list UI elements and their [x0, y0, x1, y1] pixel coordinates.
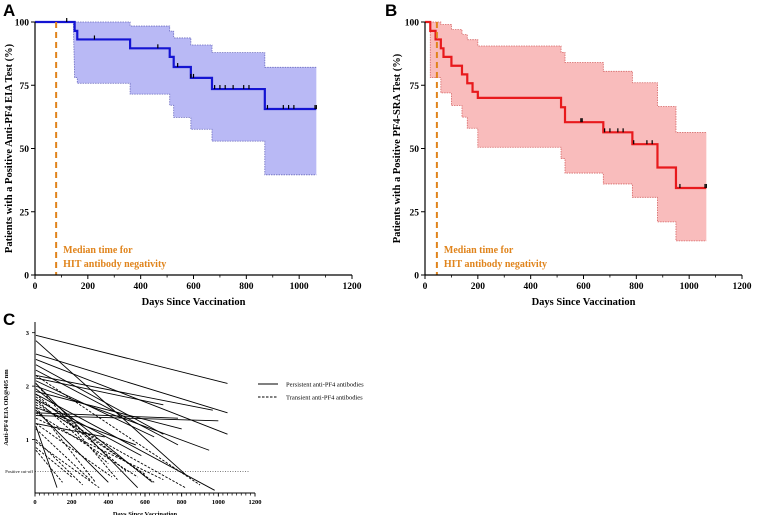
x-tick-label: 0: [33, 499, 36, 506]
persistent-series-line: [35, 374, 213, 411]
persistent-series-line: [35, 364, 164, 435]
x-tick-label: 200: [81, 282, 96, 292]
median-label-line1: Median time for: [63, 245, 133, 256]
panel-c: C Positive cut-off 1 2 3 0 200 400 600 800 1000 12…: [3, 310, 364, 515]
x-tick-label: 400: [103, 499, 113, 506]
panel-b: B Median time for HIT antibody negativity…: [385, 1, 752, 308]
x-tick-label: 1000: [680, 282, 699, 292]
transient-series-line: [35, 401, 146, 475]
persistent-series-line: [35, 358, 228, 435]
y-axis-title: Anti-PF4 EIA OD@405 nm: [3, 369, 10, 446]
median-label-line2: HIT antibody negativity: [444, 259, 547, 270]
ci-upper-line: [35, 21, 317, 68]
x-tick-label: 400: [524, 282, 539, 292]
transient-series-line: [35, 383, 118, 480]
x-tick-label: 1200: [733, 282, 752, 292]
x-tick-label: 1000: [290, 282, 309, 292]
persistent-series-line: [35, 391, 182, 430]
panel-a-letter: A: [3, 1, 15, 20]
ci-band: [35, 22, 317, 175]
x-tick-label: 200: [471, 282, 486, 292]
x-tick-label: 0: [423, 282, 428, 292]
ci-lower-line: [425, 21, 707, 242]
transient-series-line: [35, 447, 72, 478]
transient-series-line: [35, 441, 100, 489]
x-tick-label: 800: [239, 282, 254, 292]
persistent-series-line: [35, 369, 179, 446]
y-tick-label: 25: [410, 208, 420, 218]
persistent-series-line: [35, 377, 164, 406]
cutoff-label: Positive cut-off: [5, 469, 33, 474]
y-tick-label: 75: [20, 82, 30, 92]
y-tick-label: 100: [405, 19, 420, 29]
transient-series-line: [35, 428, 91, 480]
survival-line: [425, 20, 707, 190]
panel-c-letter: C: [3, 310, 15, 329]
x-tick-label: 1200: [343, 282, 362, 292]
x-tick-label: 0: [33, 282, 38, 292]
ci-upper-line: [425, 21, 707, 133]
persistent-series-line: [35, 426, 58, 488]
x-axis-title: Days Since Vaccination: [142, 297, 246, 308]
x-tick-label: 600: [576, 282, 591, 292]
y-tick-label: 0: [24, 272, 29, 282]
y-axis-title: Patients with a Positive PF4-SRA Test (%…: [392, 53, 403, 243]
y-tick-label: 2: [26, 384, 29, 391]
y-tick-label: 50: [20, 145, 30, 155]
y-tick-label: 75: [410, 82, 420, 92]
panel-a: A Median time for HIT antibody negativity…: [3, 1, 362, 308]
persistent-series-line: [35, 380, 155, 438]
transient-series-line: [35, 399, 109, 464]
legend: Persistent anti-PF4 antibodies Transient …: [258, 381, 364, 401]
x-tick-label: 800: [177, 499, 187, 506]
y-axis-title: Patients with a Positive Anti-PF4 EIA Te…: [4, 43, 15, 253]
panel-b-letter: B: [385, 1, 397, 20]
ci-lower-line: [35, 21, 317, 176]
y-tick-label: 3: [26, 330, 30, 337]
x-tick-label: 1200: [249, 499, 262, 506]
transient-series-line: [35, 439, 83, 486]
ci-band: [425, 22, 707, 241]
median-label-line2: HIT antibody negativity: [63, 259, 166, 270]
transient-series-line: [35, 375, 201, 486]
transient-series-line: [35, 449, 63, 483]
legend-entry-label: Persistent anti-PF4 antibodies: [286, 381, 364, 388]
y-tick-label: 100: [15, 19, 30, 29]
x-tick-label: 400: [134, 282, 149, 292]
y-tick-label: 1: [26, 437, 29, 444]
x-tick-label: 600: [140, 499, 150, 506]
persistent-series-line: [35, 409, 109, 483]
x-tick-label: 1000: [212, 499, 225, 506]
transient-series-line: [35, 423, 113, 478]
y-tick-label: 0: [414, 272, 419, 282]
survival-line: [35, 20, 317, 111]
y-tick-label: 25: [20, 208, 30, 218]
persistent-series-line: [35, 334, 228, 384]
y-tick-label: 50: [410, 145, 420, 155]
median-label-line1: Median time for: [444, 245, 514, 256]
transient-series-line: [35, 417, 164, 481]
x-tick-label: 800: [629, 282, 644, 292]
x-axis-title: Days Since Vaccination: [532, 297, 636, 308]
x-tick-label: 200: [67, 499, 77, 506]
persistent-series-line: [35, 340, 186, 475]
x-axis-title: Days Since Vaccination: [113, 511, 178, 515]
legend-entry-label: Transient anti-PF4 antibodies: [286, 394, 363, 401]
persistent-series-line: [35, 353, 228, 414]
x-tick-label: 600: [186, 282, 201, 292]
